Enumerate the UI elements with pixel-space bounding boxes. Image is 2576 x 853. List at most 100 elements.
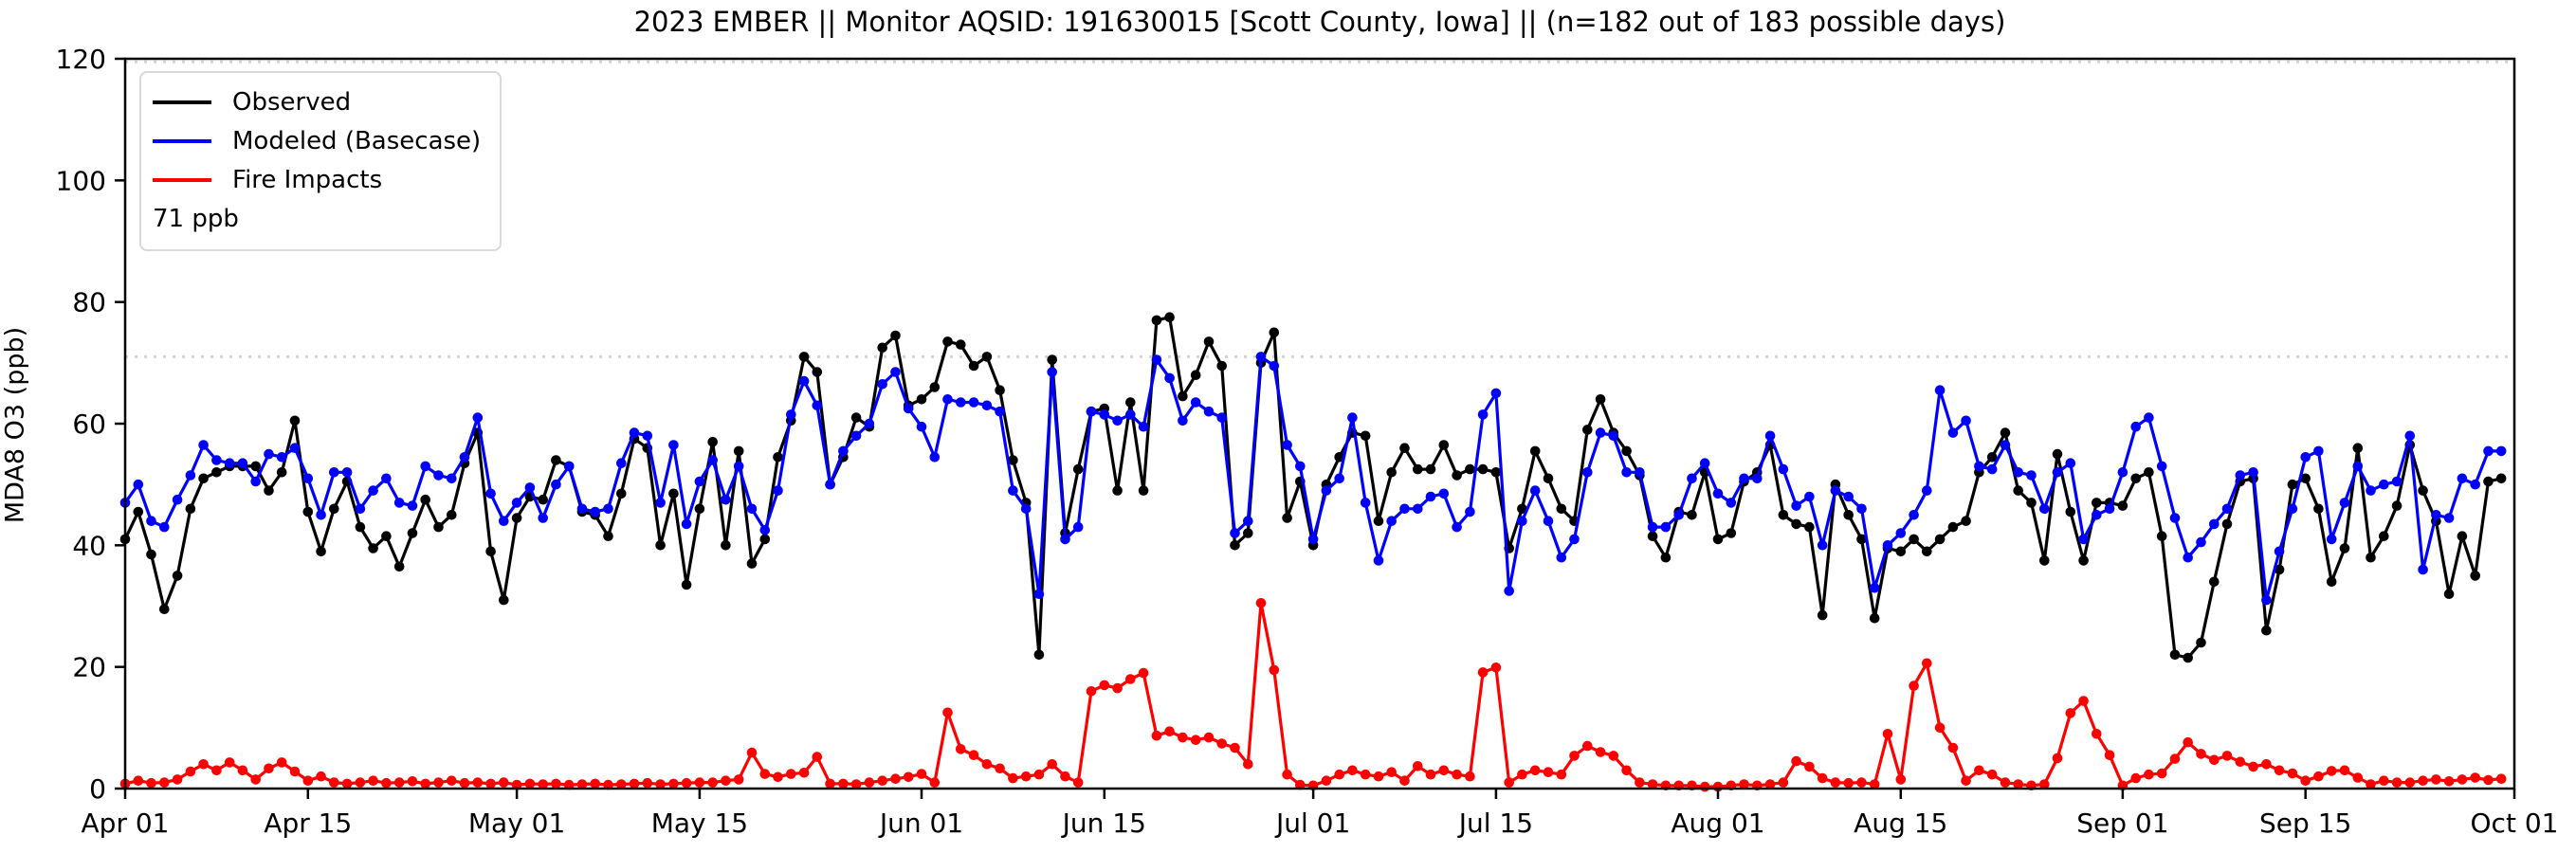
modeled-line-marker xyxy=(2483,445,2494,457)
fire-impacts-line-marker xyxy=(2457,774,2468,785)
fire-impacts-line-marker xyxy=(316,771,326,782)
fire-impacts-line-marker xyxy=(472,777,484,788)
fire-impacts-line-marker xyxy=(1791,755,1801,767)
observed-line-marker xyxy=(773,452,783,463)
observed-line-marker xyxy=(929,382,941,392)
fire-impacts-line-marker xyxy=(1830,777,1841,788)
observed-line-marker xyxy=(485,546,496,557)
observed-line-marker xyxy=(1360,430,1371,442)
modeled-line-marker xyxy=(2274,546,2285,557)
observed-line-marker xyxy=(2078,555,2089,566)
observed-line-marker xyxy=(1216,360,1227,372)
fire-impacts-line-marker xyxy=(198,759,209,770)
fire-impacts-line-marker xyxy=(1947,742,1959,753)
modeled-line-marker xyxy=(1452,521,1462,533)
fire-impacts-line-marker xyxy=(2130,772,2141,784)
fire-impacts-line-marker xyxy=(1452,769,1462,780)
fire-impacts-line-marker xyxy=(825,778,835,789)
fire-impacts-line-marker xyxy=(146,777,156,789)
fire-impacts-line-marker xyxy=(1764,779,1776,789)
fire-impacts-line xyxy=(123,601,2503,789)
fire-impacts-line-marker xyxy=(2248,761,2258,772)
fire-impacts-line-marker xyxy=(276,757,287,768)
fire-impacts-line-marker xyxy=(2274,765,2285,776)
modeled-line-marker xyxy=(1791,500,1801,511)
modeled-line-marker xyxy=(237,458,248,469)
observed-line-marker xyxy=(2495,473,2507,484)
observed-line-marker xyxy=(250,461,262,472)
observed-line-marker xyxy=(146,549,156,560)
fire-impacts-line-marker xyxy=(1438,765,1450,776)
fire-impacts-line-marker xyxy=(1020,771,1032,782)
observed-line-marker xyxy=(1647,531,1658,541)
modeled-line-marker xyxy=(1621,467,1632,478)
observed-line-marker xyxy=(185,503,196,515)
observed-line-marker xyxy=(2092,498,2102,508)
modeled-line-marker xyxy=(2443,513,2455,523)
observed-line-marker xyxy=(1529,445,1541,457)
modeled-line-marker xyxy=(1230,528,1240,538)
observed-line-marker xyxy=(916,394,927,405)
observed-line-marker xyxy=(1033,649,1045,661)
modeled-line-marker xyxy=(707,455,718,465)
modeled-line-marker xyxy=(146,516,156,526)
fire-impacts-line-marker xyxy=(1255,598,1267,608)
fire-impacts-line-marker xyxy=(159,777,170,788)
fire-impacts-line-marker xyxy=(2352,772,2364,783)
fire-impacts-line-marker xyxy=(1033,769,1045,780)
x-tick-label: Oct 01 xyxy=(2471,808,2559,839)
modeled-line-marker xyxy=(2144,412,2154,423)
fire-impacts-line-marker xyxy=(2000,777,2011,788)
modeled-line-marker xyxy=(1360,498,1371,508)
observed-line-marker xyxy=(1413,463,1423,475)
modeled-line-marker xyxy=(381,473,392,484)
modeled-line-marker xyxy=(1413,503,1423,515)
modeled-line-marker xyxy=(929,452,941,463)
observed-line-marker xyxy=(1660,552,1672,563)
modeled-line-sample xyxy=(153,138,211,143)
fire-impacts-line-marker xyxy=(433,777,444,788)
x-tick-label: Apr 01 xyxy=(82,808,170,839)
modeled-line-marker xyxy=(668,440,679,450)
fire-impacts-line-marker xyxy=(1008,772,1018,784)
observed-line-marker xyxy=(159,604,170,614)
fire-impacts-line-marker xyxy=(2144,769,2154,780)
fire-impacts-line-marker xyxy=(2209,754,2220,766)
observed-line-marker xyxy=(850,412,862,423)
fire-impacts-line-marker xyxy=(1621,765,1632,776)
observed-line-marker xyxy=(2156,531,2167,541)
fire-impacts-line-marker xyxy=(2470,772,2480,783)
fire-impacts-line-marker xyxy=(903,771,914,783)
observed-line-marker xyxy=(211,467,222,478)
modeled-line-marker xyxy=(2209,518,2220,530)
observed-line-marker xyxy=(2483,476,2494,487)
fire-impacts-line-marker xyxy=(2039,779,2050,789)
modeled-line-marker xyxy=(2183,552,2193,563)
observed-line-marker xyxy=(329,503,339,515)
y-tick-label: 60 xyxy=(72,408,106,440)
fire-impacts-line-marker xyxy=(1582,740,1593,752)
observed-line-marker xyxy=(1804,521,1815,533)
observed-line-marker xyxy=(1621,445,1632,457)
x-tick-label: May 01 xyxy=(468,808,565,839)
observed-line-marker xyxy=(877,342,887,354)
chart-title: 2023 EMBER || Monitor AQSID: 191630015 [… xyxy=(633,6,2006,38)
fire-impacts-line-marker xyxy=(211,765,222,776)
fire-impacts-line-marker xyxy=(1986,769,1998,780)
modeled-line-marker xyxy=(786,409,796,420)
modeled-line-marker xyxy=(499,516,509,526)
modeled-line-marker xyxy=(2366,485,2376,496)
modeled-line-marker xyxy=(903,403,914,414)
fire-impacts-line-marker xyxy=(1569,751,1580,761)
modeled-line-marker xyxy=(1033,589,1045,599)
modeled-line-marker xyxy=(2287,503,2298,515)
observed-line-marker xyxy=(2300,473,2311,484)
modeled-line-marker xyxy=(433,470,444,481)
observed-line-marker xyxy=(968,360,979,372)
observed-line-marker xyxy=(1399,443,1410,454)
fire-impacts-line-marker xyxy=(381,777,392,789)
fire-impacts-line-marker xyxy=(1529,765,1541,776)
y-tick-label: 40 xyxy=(72,530,106,561)
modeled-line-marker xyxy=(2418,564,2428,575)
modeled-line-marker xyxy=(1517,516,1527,526)
